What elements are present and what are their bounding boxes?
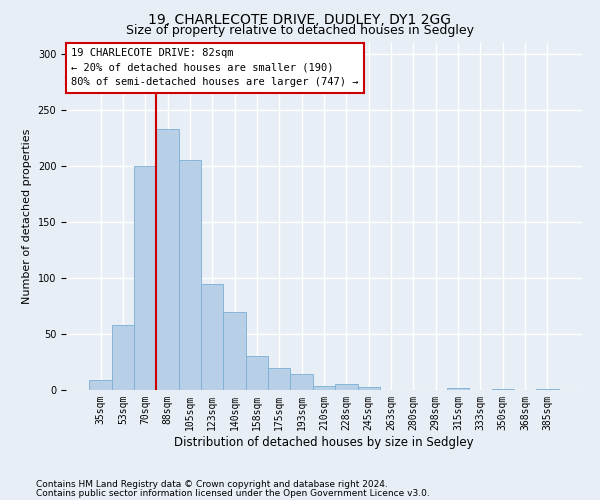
Text: 19 CHARLECOTE DRIVE: 82sqm
← 20% of detached houses are smaller (190)
80% of sem: 19 CHARLECOTE DRIVE: 82sqm ← 20% of deta… bbox=[71, 48, 359, 88]
Text: 19, CHARLECOTE DRIVE, DUDLEY, DY1 2GG: 19, CHARLECOTE DRIVE, DUDLEY, DY1 2GG bbox=[149, 12, 452, 26]
Bar bbox=[246, 356, 268, 390]
Y-axis label: Number of detached properties: Number of detached properties bbox=[22, 128, 32, 304]
Text: Size of property relative to detached houses in Sedgley: Size of property relative to detached ho… bbox=[126, 24, 474, 37]
Bar bbox=[268, 368, 290, 390]
Bar bbox=[358, 386, 380, 390]
Bar bbox=[290, 374, 313, 390]
Bar bbox=[447, 388, 469, 390]
X-axis label: Distribution of detached houses by size in Sedgley: Distribution of detached houses by size … bbox=[174, 436, 474, 448]
Bar bbox=[201, 284, 223, 390]
Bar bbox=[112, 325, 134, 390]
Text: Contains HM Land Registry data © Crown copyright and database right 2024.: Contains HM Land Registry data © Crown c… bbox=[36, 480, 388, 489]
Bar bbox=[491, 389, 514, 390]
Bar bbox=[313, 386, 335, 390]
Bar bbox=[157, 129, 179, 390]
Bar bbox=[89, 380, 112, 390]
Text: Contains public sector information licensed under the Open Government Licence v3: Contains public sector information licen… bbox=[36, 488, 430, 498]
Bar bbox=[536, 389, 559, 390]
Bar bbox=[223, 312, 246, 390]
Bar bbox=[335, 384, 358, 390]
Bar bbox=[179, 160, 201, 390]
Bar bbox=[134, 166, 157, 390]
